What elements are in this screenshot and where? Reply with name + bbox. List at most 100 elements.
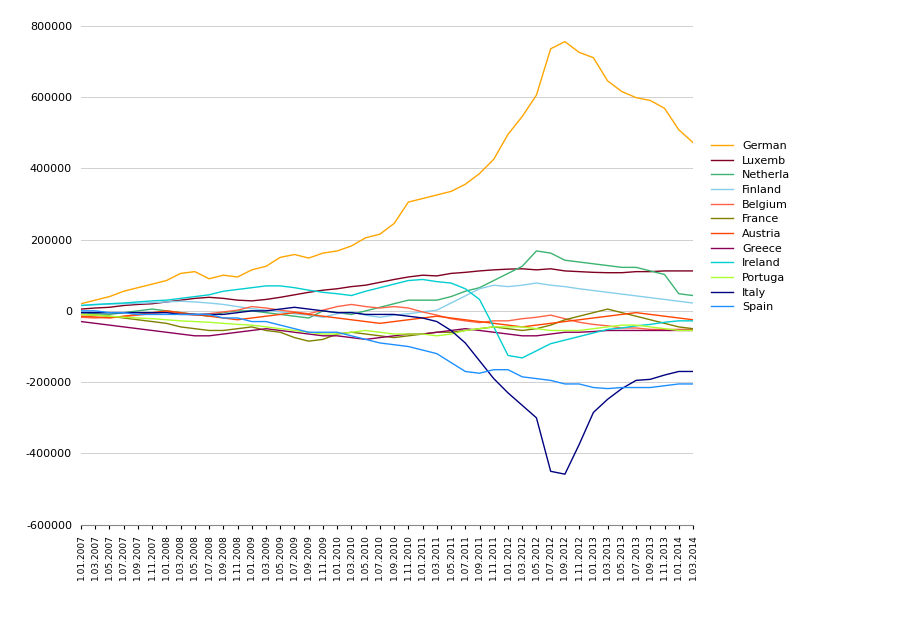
Spain: [403, 342, 414, 350]
Ireland: [645, 321, 656, 328]
Luxemb: [303, 289, 314, 296]
Portuga: [588, 325, 598, 333]
Finland: [545, 282, 556, 289]
Greece: [190, 332, 201, 340]
Austria: [389, 317, 400, 325]
France: [261, 326, 272, 334]
Greece: [659, 326, 670, 334]
Austria: [588, 314, 598, 322]
Austria: [303, 310, 314, 318]
Belgium: [118, 313, 129, 321]
Spain: [517, 373, 527, 381]
Austria: [688, 316, 698, 324]
Portuga: [346, 328, 356, 336]
Austria: [76, 312, 86, 320]
Ireland: [531, 347, 542, 355]
Italy: [274, 305, 285, 313]
Belgium: [261, 304, 272, 312]
Line: Portuga: Portuga: [81, 314, 693, 336]
Ireland: [560, 336, 571, 344]
Luxemb: [232, 296, 243, 304]
Ireland: [460, 285, 471, 292]
Belgium: [545, 311, 556, 319]
France: [517, 326, 527, 334]
Austria: [374, 319, 385, 327]
Luxemb: [460, 269, 471, 276]
Luxemb: [673, 267, 684, 275]
Netherla: [346, 310, 356, 318]
Portuga: [161, 316, 172, 324]
Austria: [431, 312, 442, 320]
Belgium: [190, 311, 201, 319]
Belgium: [560, 315, 571, 323]
Spain: [232, 314, 243, 322]
Ireland: [631, 322, 642, 330]
Austria: [418, 314, 428, 322]
Belgium: [374, 304, 385, 312]
France: [76, 310, 86, 318]
German: [588, 54, 598, 61]
Finland: [446, 299, 456, 307]
Luxemb: [76, 305, 86, 313]
Italy: [318, 307, 328, 315]
Netherla: [318, 307, 328, 315]
Finland: [90, 301, 101, 308]
Austria: [460, 316, 471, 324]
Italy: [560, 470, 571, 478]
Finland: [360, 311, 371, 319]
Ireland: [418, 276, 428, 284]
German: [531, 92, 542, 99]
Italy: [431, 317, 442, 325]
Greece: [489, 328, 500, 336]
German: [261, 262, 272, 270]
Spain: [588, 384, 598, 392]
Austria: [161, 307, 172, 315]
Spain: [176, 310, 186, 318]
Spain: [502, 366, 513, 374]
German: [247, 266, 257, 274]
Luxemb: [218, 294, 229, 302]
Austria: [132, 310, 143, 318]
Austria: [616, 310, 627, 318]
Finland: [118, 300, 129, 308]
Belgium: [631, 324, 642, 332]
Luxemb: [289, 291, 300, 299]
Greece: [531, 332, 542, 340]
Spain: [203, 310, 214, 318]
France: [232, 325, 243, 333]
Finland: [247, 305, 257, 312]
Finland: [76, 301, 86, 309]
German: [190, 268, 201, 275]
Ireland: [289, 284, 300, 292]
Finland: [531, 279, 542, 287]
Spain: [418, 346, 428, 354]
Greece: [76, 317, 86, 325]
Ireland: [190, 292, 201, 300]
Belgium: [688, 326, 698, 333]
Greece: [502, 330, 513, 338]
Finland: [104, 300, 115, 308]
Ireland: [517, 354, 527, 362]
Belgium: [474, 319, 485, 326]
Portuga: [218, 319, 229, 327]
Spain: [545, 376, 556, 384]
Luxemb: [274, 294, 285, 301]
Spain: [318, 328, 328, 336]
Belgium: [403, 304, 414, 312]
Italy: [104, 309, 115, 317]
Portuga: [531, 325, 542, 333]
Finland: [261, 307, 272, 314]
German: [460, 180, 471, 188]
Belgium: [274, 307, 285, 314]
Netherla: [502, 269, 513, 277]
France: [588, 309, 598, 317]
Italy: [218, 310, 229, 318]
German: [446, 188, 456, 195]
Netherla: [218, 309, 229, 317]
Belgium: [289, 308, 300, 316]
Greece: [688, 326, 698, 334]
Luxemb: [318, 286, 328, 294]
Greece: [517, 332, 527, 340]
Belgium: [132, 311, 143, 319]
Austria: [274, 310, 285, 318]
